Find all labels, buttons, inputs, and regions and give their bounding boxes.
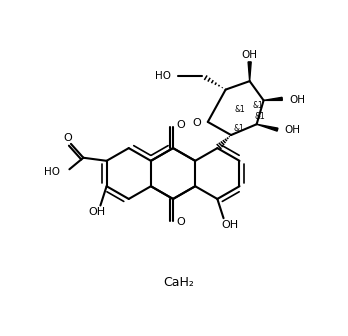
Text: O: O [63, 133, 72, 143]
Polygon shape [248, 62, 251, 81]
Text: OH: OH [221, 220, 238, 230]
Text: OH: OH [88, 207, 105, 217]
Text: OH: OH [242, 50, 258, 60]
Text: O: O [193, 119, 201, 128]
Text: HO: HO [155, 71, 171, 81]
Polygon shape [256, 124, 278, 131]
Text: &1: &1 [254, 112, 265, 121]
Text: &1: &1 [235, 105, 246, 114]
Polygon shape [263, 97, 282, 100]
Text: OH: OH [285, 125, 301, 135]
Text: O: O [176, 120, 185, 130]
Text: O: O [176, 217, 185, 227]
Text: HO: HO [44, 167, 60, 177]
Text: &1: &1 [253, 100, 263, 110]
Text: CaH₂: CaH₂ [164, 276, 195, 289]
Text: OH: OH [289, 95, 305, 104]
Text: &1: &1 [234, 124, 244, 133]
